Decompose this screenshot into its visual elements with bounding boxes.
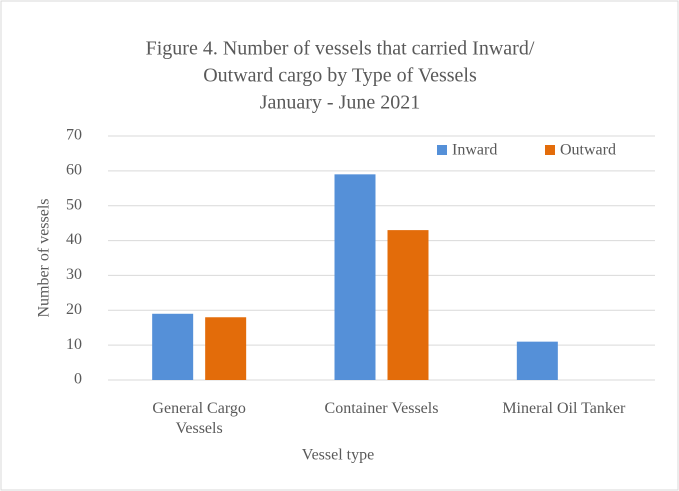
chart-title: January - June 2021 [260, 92, 421, 114]
legend-label: Inward [452, 142, 497, 159]
y-tick-label: 50 [66, 196, 82, 213]
chart-title: Outward cargo by Type of Vessels [203, 65, 477, 87]
x-tick-label: Mineral Oil Tanker [502, 400, 626, 417]
y-tick-label: 10 [66, 336, 82, 353]
y-tick-label: 60 [66, 162, 82, 179]
y-tick-label: 20 [66, 301, 82, 318]
legend-swatch [437, 145, 447, 155]
chart-title: Figure 4. Number of vessels that carried… [146, 38, 535, 60]
y-axis-label: Number of vessels [36, 198, 53, 317]
bar [152, 313, 194, 380]
y-tick-label: 70 [66, 127, 82, 144]
y-tick-label: 30 [66, 266, 82, 283]
x-tick-label: Container Vessels [324, 400, 439, 417]
bar [387, 230, 429, 380]
bar [205, 317, 247, 380]
y-tick-label: 40 [66, 231, 82, 248]
x-axis-label: Vessel type [302, 447, 374, 464]
legend-swatch [545, 145, 555, 155]
legend-label: Outward [560, 142, 616, 159]
y-tick-label: 0 [74, 371, 82, 388]
bar [334, 174, 376, 380]
bar [516, 341, 558, 380]
x-tick-label: General Cargo Vessels [152, 400, 246, 437]
